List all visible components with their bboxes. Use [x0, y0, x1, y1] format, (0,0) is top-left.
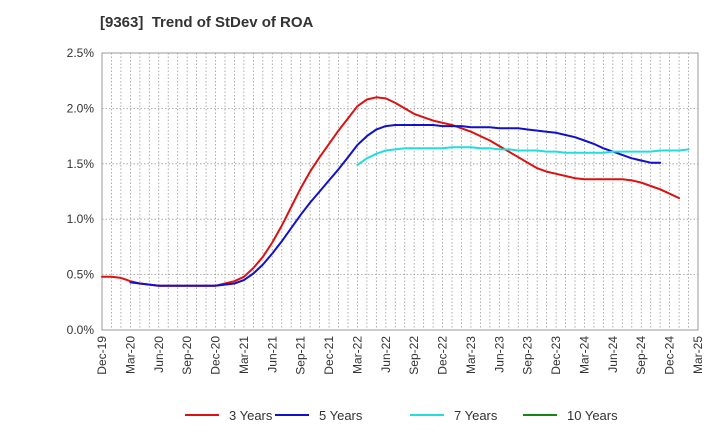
- x-tick-label: Dec-22: [436, 336, 450, 375]
- series-line-5-years: [129, 124, 662, 287]
- legend-item: 3 Years: [185, 404, 272, 426]
- plot-frame: [101, 52, 699, 331]
- x-tick-label: Jun-20: [152, 336, 166, 373]
- legend: 3 Years 5 Years 7 Years 10 Years: [0, 404, 720, 426]
- x-tick-label: Sep-24: [634, 336, 648, 375]
- y-tick-label: 2.5%: [67, 46, 95, 60]
- y-tick-label: 1.0%: [67, 212, 95, 226]
- legend-label: 5 Years: [319, 407, 363, 423]
- grid: [102, 52, 698, 330]
- x-tick-label: Dec-24: [663, 336, 677, 375]
- legend-swatch: [185, 414, 219, 416]
- x-tick-label: Dec-23: [549, 336, 563, 375]
- x-tick-label: Mar-23: [464, 336, 478, 374]
- x-tick-label: Jun-22: [379, 336, 393, 373]
- legend-swatch: [523, 414, 557, 416]
- series-lines: [101, 96, 690, 287]
- legend-swatch: [275, 414, 309, 416]
- legend-label: 10 Years: [567, 407, 618, 423]
- axes: 0.0% 0.5% 1.0% 1.5% 2.0% 2.5% Dec-19 Mar-20 Jun-…: [67, 46, 705, 375]
- y-tick-label: 0.0%: [67, 323, 95, 337]
- y-tick-label: 2.0%: [67, 101, 95, 115]
- x-tick-label: Dec-21: [322, 336, 336, 375]
- x-tick-label: Mar-21: [237, 336, 251, 374]
- legend-label: 3 Years: [229, 407, 273, 423]
- x-tick-label: Mar-24: [577, 336, 591, 374]
- x-tick-label: Sep-23: [521, 336, 535, 375]
- x-tick-label: Jun-21: [265, 336, 279, 373]
- chart-title: [9363] Trend of StDev of ROA: [100, 14, 314, 31]
- x-tick-label: Jun-23: [492, 336, 506, 373]
- legend-item: 10 Years: [523, 404, 618, 426]
- y-tick-label: 1.5%: [67, 157, 95, 171]
- x-tick-label: Mar-25: [691, 336, 705, 374]
- y-tick-label: 0.5%: [67, 268, 95, 282]
- series-line-7-years: [356, 146, 690, 166]
- x-tick-label: Sep-22: [407, 336, 421, 375]
- x-tick-label: Dec-19: [95, 336, 109, 375]
- x-tick-label: Sep-20: [180, 336, 194, 375]
- legend-item: 7 Years: [410, 404, 497, 426]
- x-tick-label: Dec-20: [209, 336, 223, 375]
- legend-label: 7 Years: [454, 407, 498, 423]
- x-tick-label: Mar-20: [123, 336, 137, 374]
- x-tick-label: Mar-22: [350, 336, 364, 374]
- x-tick-label: Sep-21: [294, 336, 308, 375]
- legend-item: 5 Years: [275, 404, 362, 426]
- legend-swatch: [410, 414, 444, 416]
- x-tick-label: Jun-24: [606, 336, 620, 373]
